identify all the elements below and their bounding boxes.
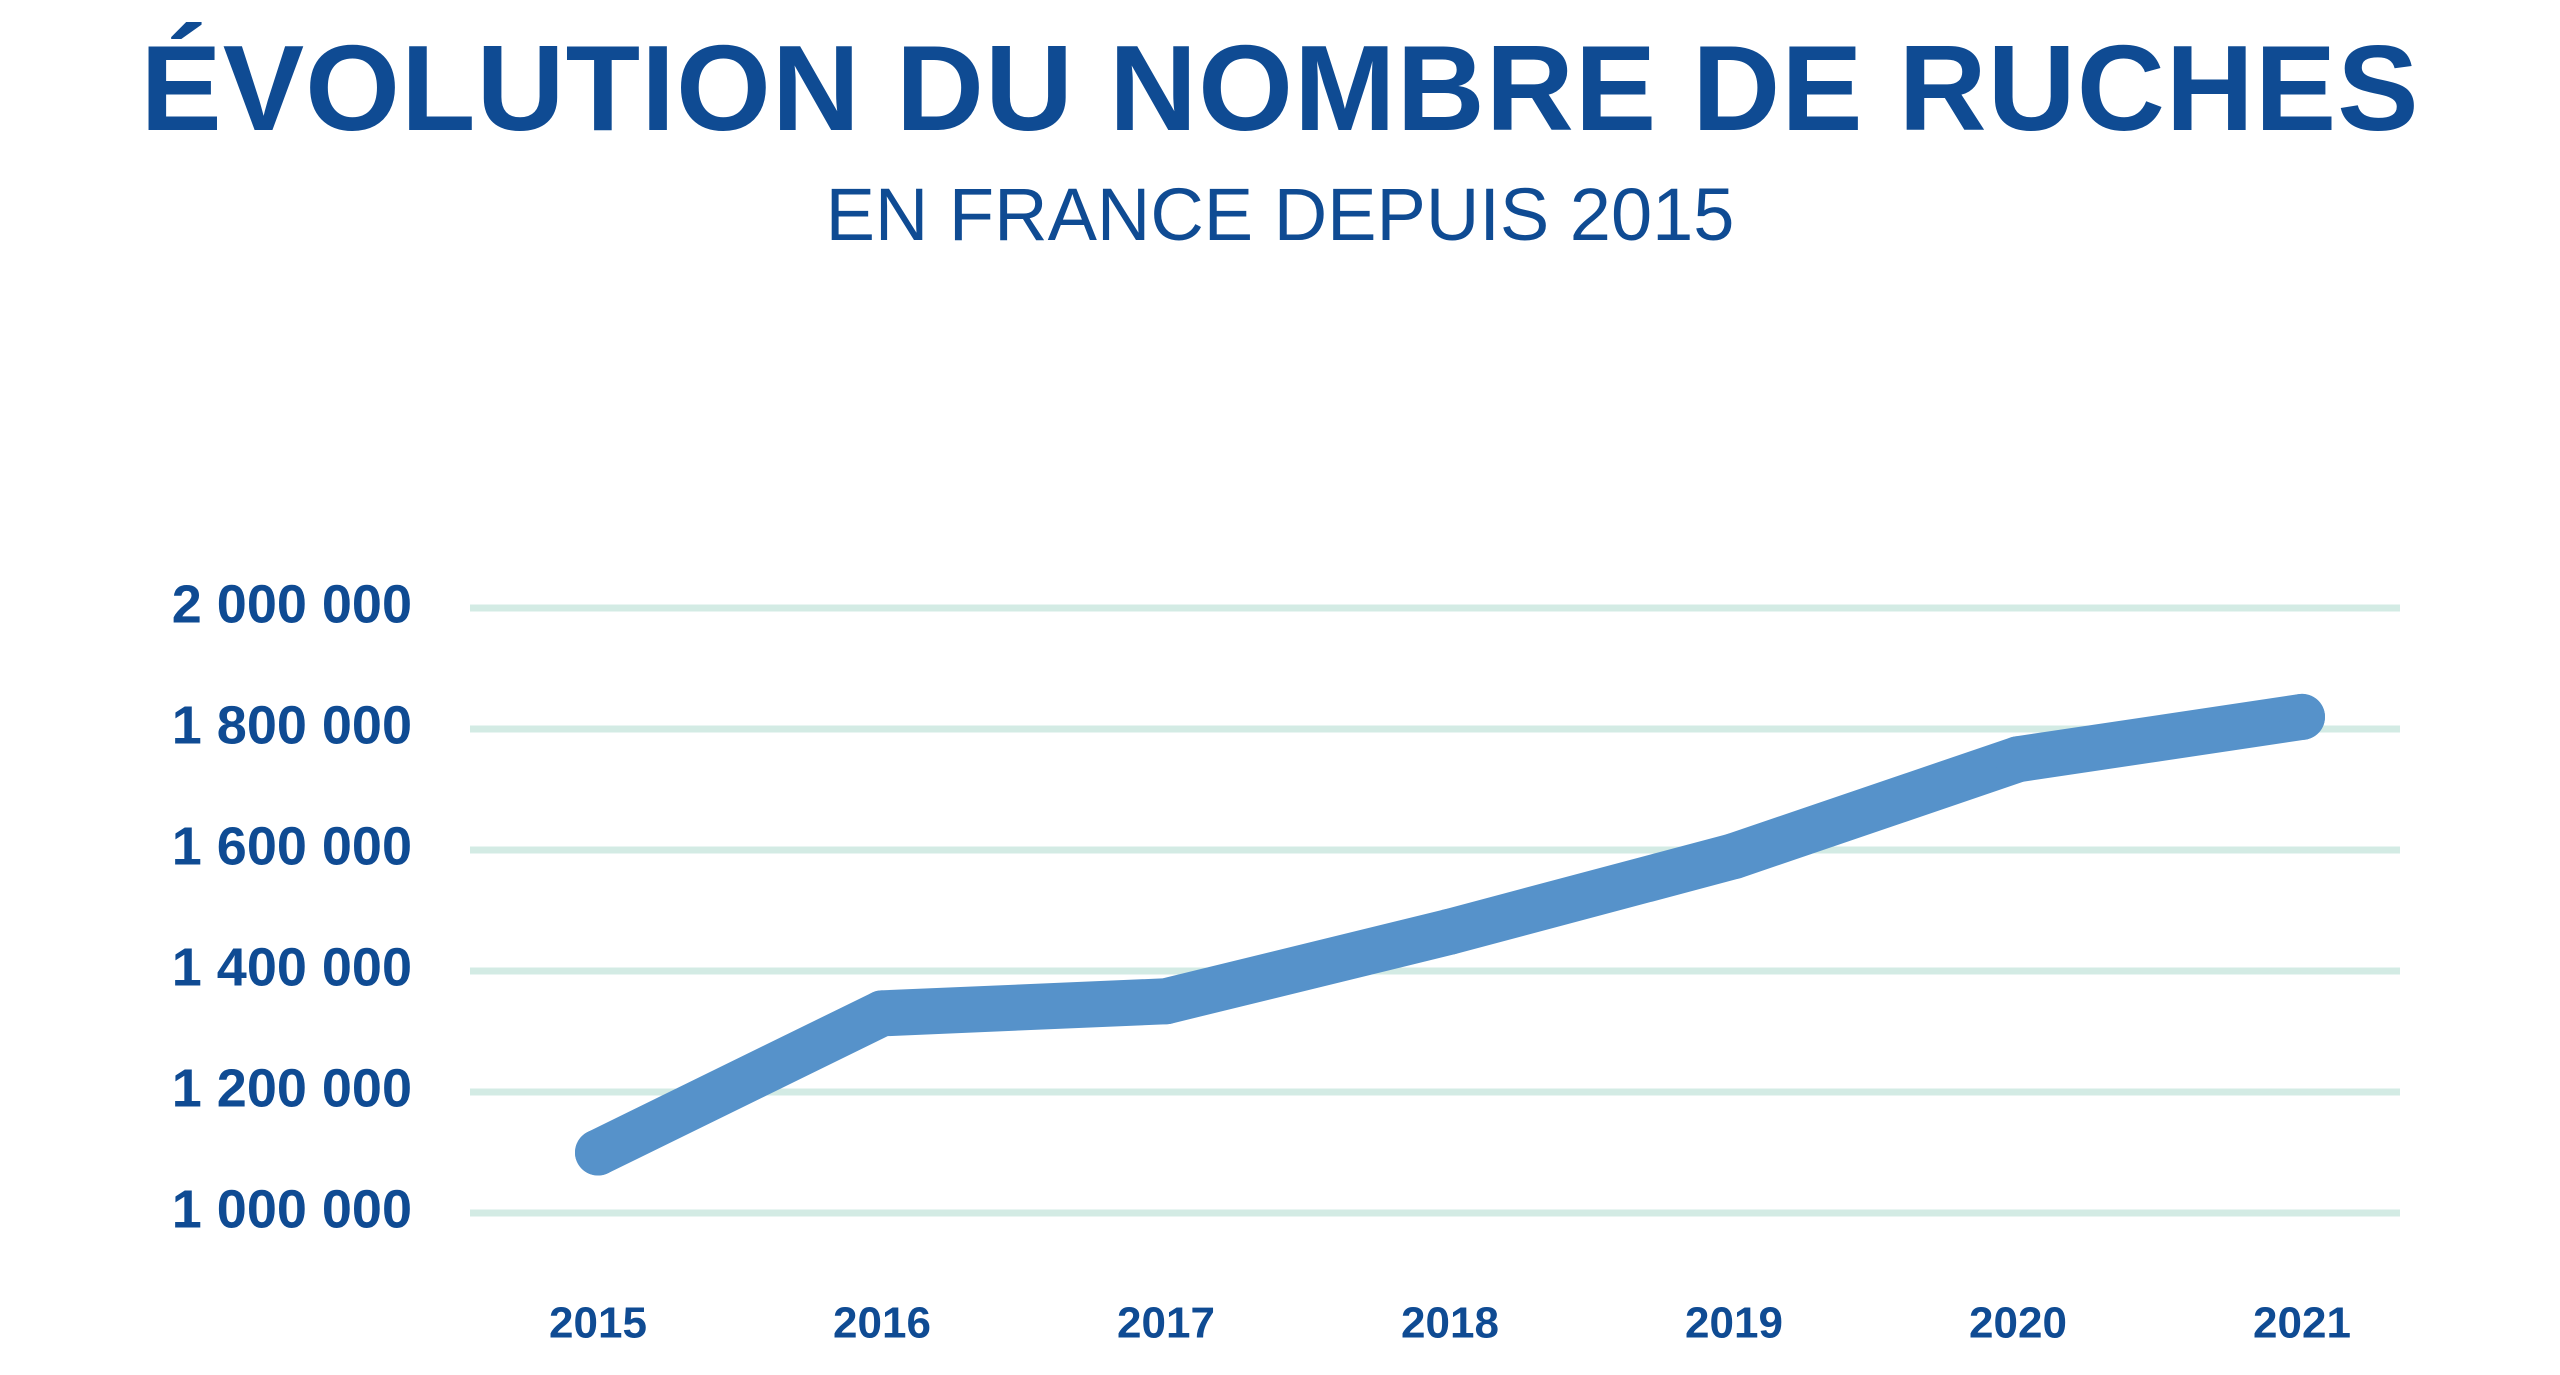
- data-point: [575, 1129, 621, 1176]
- series-lines: [575, 693, 2325, 1176]
- data-point: [859, 990, 905, 1037]
- gridlines: [470, 604, 2400, 1217]
- y-axis-labels: 1 000 000 1 200 000 1 400 000 1 600 000 1 80…: [172, 574, 412, 1239]
- x-tick-label: 2018: [1401, 1299, 1499, 1348]
- chart-title: ÉVOLUTION DU NOMBRE DE RUCHES: [140, 20, 2420, 156]
- x-tick-label: 2017: [1117, 1299, 1215, 1348]
- x-tick-label: 2015: [549, 1299, 647, 1348]
- chart-subtitle: EN FRANCE DEPUIS 2015: [825, 173, 1735, 256]
- data-point: [1995, 736, 2041, 783]
- y-tick-label: 1 200 000: [172, 1058, 412, 1118]
- x-tick-label: 2021: [2253, 1299, 2351, 1348]
- y-tick-label: 2 000 000: [172, 574, 412, 634]
- y-tick-label: 1 600 000: [172, 816, 412, 876]
- data-point: [1711, 833, 1757, 880]
- x-axis-labels: 2015 2016 2017 2018 2019 2020 2021: [549, 1299, 2351, 1348]
- x-tick-label: 2016: [833, 1299, 931, 1348]
- x-tick-label: 2020: [1969, 1299, 2067, 1348]
- y-tick-label: 1 000 000: [172, 1179, 412, 1239]
- y-tick-label: 1 800 000: [172, 695, 412, 755]
- data-point: [1143, 978, 1189, 1025]
- data-point: [1427, 908, 1473, 955]
- data-point: [2279, 693, 2325, 740]
- x-tick-label: 2019: [1685, 1299, 1783, 1348]
- y-tick-label: 1 400 000: [172, 937, 412, 997]
